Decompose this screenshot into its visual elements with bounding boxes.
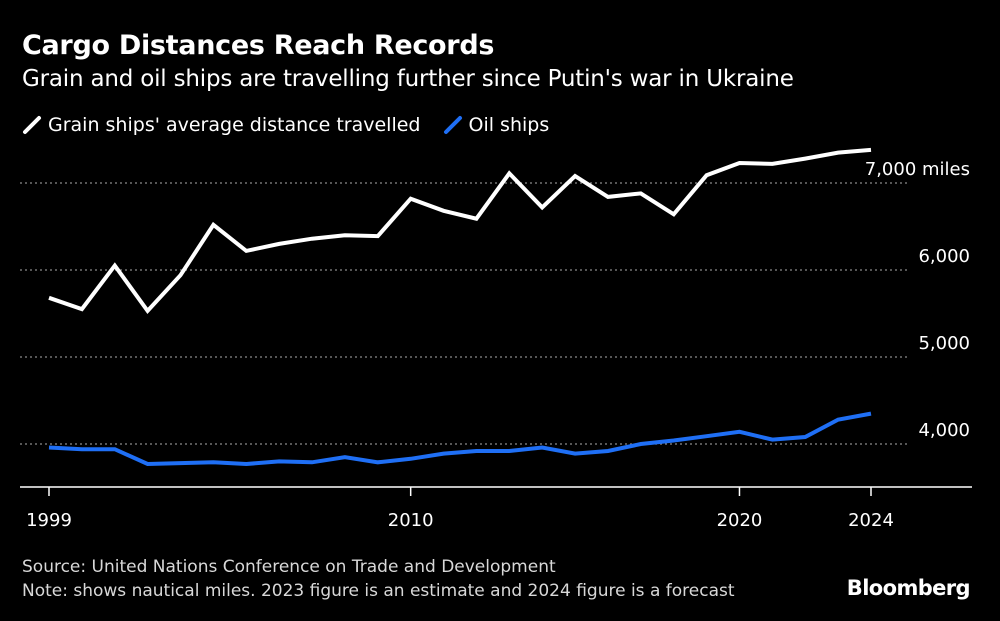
legend-label-grain: Grain ships' average distance travelled [48, 114, 421, 136]
oil-swatch-icon [443, 116, 462, 134]
x-tick-label: 1999 [26, 510, 72, 531]
x-tick-label: 2020 [717, 510, 763, 531]
x-tick-label: 2010 [388, 510, 434, 531]
bloomberg-logo: Bloomberg [846, 576, 971, 600]
y-tick-label: 5,000 [918, 333, 970, 354]
legend: Grain ships' average distance travelled … [22, 114, 571, 136]
legend-item-grain: Grain ships' average distance travelled [22, 114, 421, 136]
chart-subtitle: Grain and oil ships are travelling furth… [22, 66, 794, 92]
x-tick-label: 2024 [848, 510, 894, 531]
y-tick-label: 7,000 miles [865, 159, 970, 180]
oil-series-line [48, 411, 872, 467]
y-tick-label: 6,000 [918, 246, 970, 267]
source-note: Source: United Nations Conference on Tra… [22, 557, 556, 577]
legend-label-oil: Oil ships [468, 114, 550, 136]
grain-swatch-icon [23, 116, 41, 134]
grain-series-line [48, 147, 872, 315]
legend-item-oil: Oil ships [443, 114, 550, 136]
chart-title: Cargo Distances Reach Records [22, 30, 495, 61]
y-tick-label: 4,000 [918, 420, 970, 441]
footnote: Note: shows nautical miles. 2023 figure … [22, 581, 735, 601]
